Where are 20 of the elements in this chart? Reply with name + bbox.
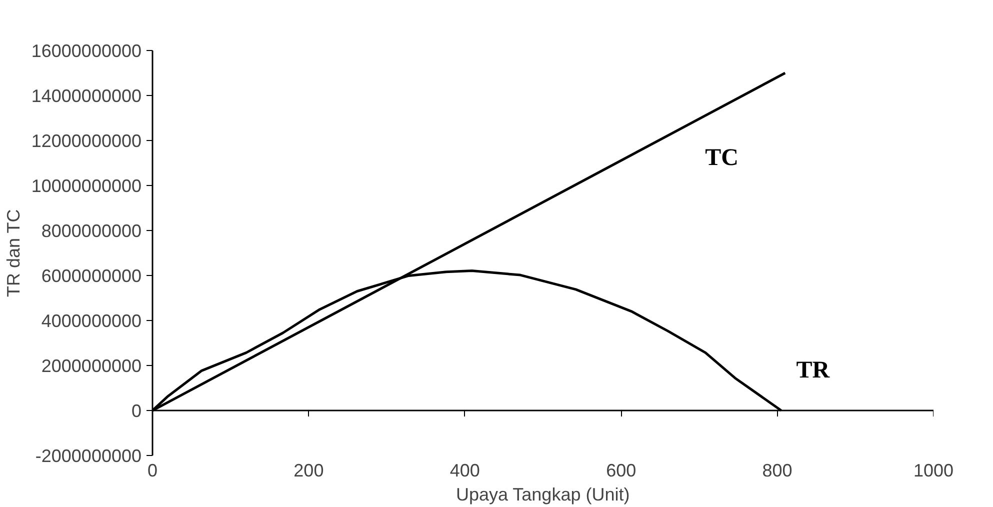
y-tick-label: 12000000000 [31, 131, 142, 151]
x-tick-label: 1000 [913, 460, 954, 480]
y-tick-label: 16000000000 [31, 41, 142, 61]
x-tick-label: 800 [762, 460, 792, 480]
y-tick-label: 0 [131, 401, 142, 421]
y-tick-label: 10000000000 [31, 176, 142, 196]
y-tick-label: 2000000000 [41, 356, 142, 376]
y-tick-label: 6000000000 [41, 266, 142, 286]
x-axis-title: Upaya Tangkap (Unit) [456, 484, 630, 504]
x-tick-label: 600 [606, 460, 636, 480]
y-tick-label: 14000000000 [31, 86, 142, 106]
x-tick-label: 200 [294, 460, 324, 480]
series-label: TC [705, 145, 738, 171]
x-tick-label: 400 [450, 460, 480, 480]
x-tick-label: 0 [147, 460, 158, 480]
y-tick-label: 8000000000 [41, 221, 142, 241]
series-label: TR [796, 358, 830, 384]
y-axis-title: TR dan TC [3, 209, 24, 298]
y-tick-label: -2000000000 [35, 446, 142, 466]
y-tick-label: 4000000000 [41, 311, 142, 331]
